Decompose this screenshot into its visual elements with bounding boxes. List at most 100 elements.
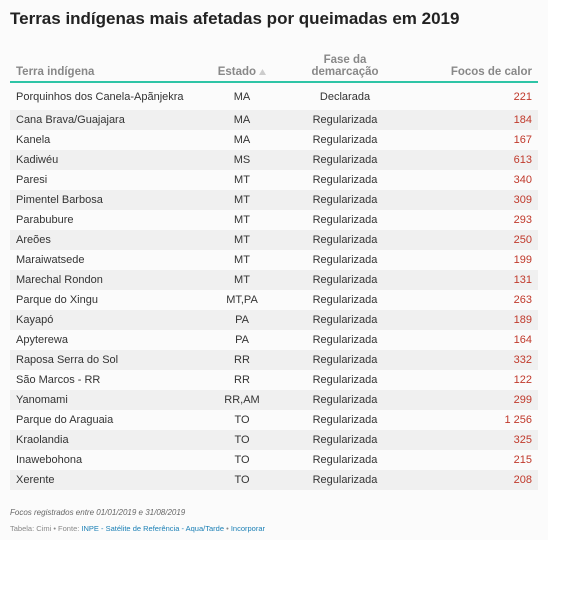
land-name: Marechal Rondon xyxy=(10,270,190,290)
phase: Regularizada xyxy=(294,350,396,370)
state: MA xyxy=(233,134,251,146)
column-header: Fase da demarcação xyxy=(294,44,396,83)
state: MA xyxy=(233,90,251,103)
phase: Regularizada xyxy=(294,310,396,330)
fire-count: 189 xyxy=(396,310,538,330)
land-name: Kayapó xyxy=(10,310,190,330)
fire-count: 250 xyxy=(396,230,538,250)
land-name: Maraiwatsede xyxy=(16,254,85,266)
table-row: Parque do Araguaia TO Regularizada 1 256 xyxy=(10,410,538,430)
table-row: Inawebohona TO Regularizada 215 xyxy=(10,450,538,470)
land-name: São Marcos - RR xyxy=(16,374,101,386)
table-row: Maraiwatsede MT Regularizada 199 xyxy=(10,250,538,270)
state: RR xyxy=(190,350,294,370)
table-row: Raposa Serra do Sol RR Regularizada 332 xyxy=(10,350,538,370)
state: RR,AM xyxy=(190,390,294,410)
state: TO xyxy=(190,470,294,490)
state: MT xyxy=(190,230,294,250)
table-row: Paresi MT Regularizada 340 xyxy=(10,170,538,190)
table-row: Kayapó PA Regularizada 189 xyxy=(10,310,538,330)
table-row: Parabubure MT Regularizada 293 xyxy=(10,210,538,230)
phase: Regularizada xyxy=(312,174,378,186)
phase: Declarada xyxy=(319,90,371,103)
land-name: Kadiwéu xyxy=(10,150,190,170)
state: MT xyxy=(190,190,294,210)
land-name: Parque do Xingu xyxy=(16,294,98,306)
fire-count: 221 xyxy=(513,90,532,103)
state: PA xyxy=(235,334,249,346)
table-row: Parque do Xingu MT,PA Regularizada 263 xyxy=(10,290,538,310)
land-name: Kanela xyxy=(16,134,51,146)
table-row: Kanela MA Regularizada 167 xyxy=(10,130,538,150)
embed-link[interactable]: Incorporar xyxy=(230,524,266,533)
phase: Regularizada xyxy=(294,470,396,490)
state: RR xyxy=(234,374,250,386)
fire-count: 131 xyxy=(396,270,538,290)
phase: Regularizada xyxy=(312,294,378,306)
land-name: Kraolandia xyxy=(10,430,190,450)
column-header[interactable]: Estado xyxy=(190,44,294,83)
fire-count: 340 xyxy=(513,174,532,186)
land-name: Porquinhos dos Canela-Apãnjekra xyxy=(16,90,184,103)
source-text: Tabela: Cimi • Fonte: xyxy=(10,524,80,533)
phase: Regularizada xyxy=(294,230,396,250)
fire-count: 299 xyxy=(396,390,538,410)
phase: Regularizada xyxy=(294,190,396,210)
land-name: Inawebohona xyxy=(16,454,83,466)
land-name: Cana Brava/Guajajara xyxy=(10,110,190,130)
state: MT xyxy=(234,214,250,226)
sort-icon xyxy=(259,69,267,75)
phase: Regularizada xyxy=(294,430,396,450)
phase: Regularizada xyxy=(312,374,378,386)
state: MT xyxy=(234,174,250,186)
state: PA xyxy=(190,310,294,330)
state: MT,PA xyxy=(226,294,258,306)
phase: Regularizada xyxy=(312,414,378,426)
table-row: Yanomami RR,AM Regularizada 299 xyxy=(10,390,538,410)
land-name: Parque do Araguaia xyxy=(16,414,114,426)
fire-count: 167 xyxy=(513,134,532,146)
table-row: Xerente TO Regularizada 208 xyxy=(10,470,538,490)
fire-count: 184 xyxy=(396,110,538,130)
phase: Regularizada xyxy=(312,214,378,226)
header-row: Terra indígena Estado Fase da demarcação… xyxy=(10,44,538,83)
table-row: Apyterewa PA Regularizada 164 xyxy=(10,330,538,350)
state: TO xyxy=(234,414,250,426)
note: Focos registrados entre 01/01/2019 e 31/… xyxy=(10,508,186,517)
phase: Regularizada xyxy=(294,390,396,410)
table-row: Pimentel Barbosa MT Regularizada 309 xyxy=(10,190,538,210)
phase: Regularizada xyxy=(312,134,378,146)
separator: • xyxy=(226,524,229,533)
land-name: Raposa Serra do Sol xyxy=(10,350,190,370)
phase: Regularizada xyxy=(312,454,378,466)
table-row: Cana Brava/Guajajara MA Regularizada 184 xyxy=(10,110,538,130)
header-text: Terra indígena xyxy=(16,66,95,78)
column-header: Terra indígena xyxy=(10,44,190,83)
phase: Regularizada xyxy=(294,150,396,170)
state: TO xyxy=(234,454,250,466)
fire-count: 199 xyxy=(513,254,532,266)
table-row: Porquinhos dos Canela-Apãnjekra MA Declara… xyxy=(10,82,538,110)
header-text: Estado xyxy=(217,66,257,78)
state: MS xyxy=(190,150,294,170)
table: Terra indígena Estado Fase da demarcação… xyxy=(10,44,538,490)
fire-count: 309 xyxy=(396,190,538,210)
state: TO xyxy=(190,430,294,450)
fire-count: 325 xyxy=(396,430,538,450)
land-name: Paresi xyxy=(16,174,48,186)
source-link[interactable]: INPE - Satélite de Referência - Aqua/Tar… xyxy=(81,524,224,533)
land-name: Apyterewa xyxy=(16,334,68,346)
source: Tabela: Cimi • Fonte: INPE - Satélite de… xyxy=(10,524,265,533)
phase: Regularizada xyxy=(294,110,396,130)
land-name: Pimentel Barbosa xyxy=(10,190,190,210)
fire-count: 293 xyxy=(513,214,532,226)
fire-count: 1 256 xyxy=(504,414,532,426)
land-name: Xerente xyxy=(10,470,190,490)
state: MA xyxy=(190,110,294,130)
fire-count: 332 xyxy=(396,350,538,370)
table-body: Porquinhos dos Canela-Apãnjekra MA Declara… xyxy=(10,82,538,490)
title: Terras indígenas mais afetadas por queim… xyxy=(10,9,460,28)
phase: Regularizada xyxy=(294,270,396,290)
table-row: Areões MT Regularizada 250 xyxy=(10,230,538,250)
